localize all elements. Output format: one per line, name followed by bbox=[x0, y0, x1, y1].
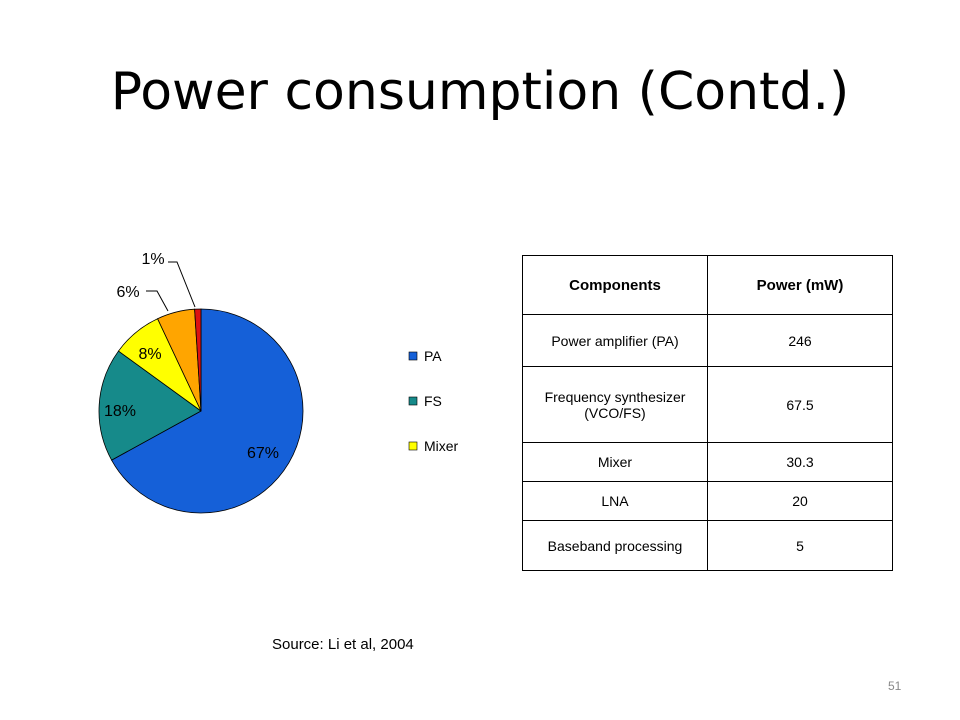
header-power: Power (mW) bbox=[707, 255, 893, 315]
pie-slice-other-4 bbox=[194, 308, 202, 412]
pie-slice-fs bbox=[98, 350, 202, 461]
page-number: 51 bbox=[888, 679, 902, 693]
data-label: 6% bbox=[116, 284, 139, 301]
legend-entry: FS bbox=[424, 393, 442, 409]
table-cell: Power amplifier (PA) bbox=[522, 314, 708, 367]
header-components: Components bbox=[522, 255, 708, 315]
table-cell: 67.5 bbox=[707, 366, 893, 443]
data-label: 67% bbox=[247, 445, 279, 462]
table-cell: 5 bbox=[707, 520, 893, 571]
table-row: Frequency synthesizer (VCO/FS) 67.5 bbox=[522, 366, 893, 443]
table-row: Baseband processing 5 bbox=[522, 520, 893, 571]
leader-line bbox=[168, 261, 196, 308]
data-label: 18% bbox=[104, 403, 136, 420]
legend-swatch bbox=[408, 441, 418, 451]
legend-swatch bbox=[408, 396, 418, 406]
source-citation: Source: Li et al, 2004 bbox=[272, 636, 414, 653]
leader-line bbox=[146, 290, 169, 312]
table-cell: 20 bbox=[707, 481, 893, 521]
legend-swatch bbox=[408, 351, 418, 361]
data-label: 8% bbox=[138, 346, 161, 363]
legend-entry: Mixer bbox=[424, 438, 459, 454]
power-table: Components Power (mW) Power amplifier (P… bbox=[522, 255, 893, 571]
table-row: Power amplifier (PA) 246 bbox=[522, 314, 893, 367]
table-row: Mixer 30.3 bbox=[522, 442, 893, 482]
table-row: LNA 20 bbox=[522, 481, 893, 521]
table-header-row: Components Power (mW) bbox=[522, 255, 893, 315]
legend-entry: PA bbox=[424, 348, 442, 364]
table-cell: 30.3 bbox=[707, 442, 893, 482]
pie-slice-pa bbox=[111, 308, 304, 514]
table-cell: 246 bbox=[707, 314, 893, 367]
table-cell: LNA bbox=[522, 481, 708, 521]
table-cell: Baseband processing bbox=[522, 520, 708, 571]
slide-title: Power consumption (Contd.) bbox=[110, 62, 850, 122]
table-cell: Mixer bbox=[522, 442, 708, 482]
table-cell: Frequency synthesizer (VCO/FS) bbox=[522, 366, 708, 443]
data-label: 1% bbox=[141, 251, 164, 268]
